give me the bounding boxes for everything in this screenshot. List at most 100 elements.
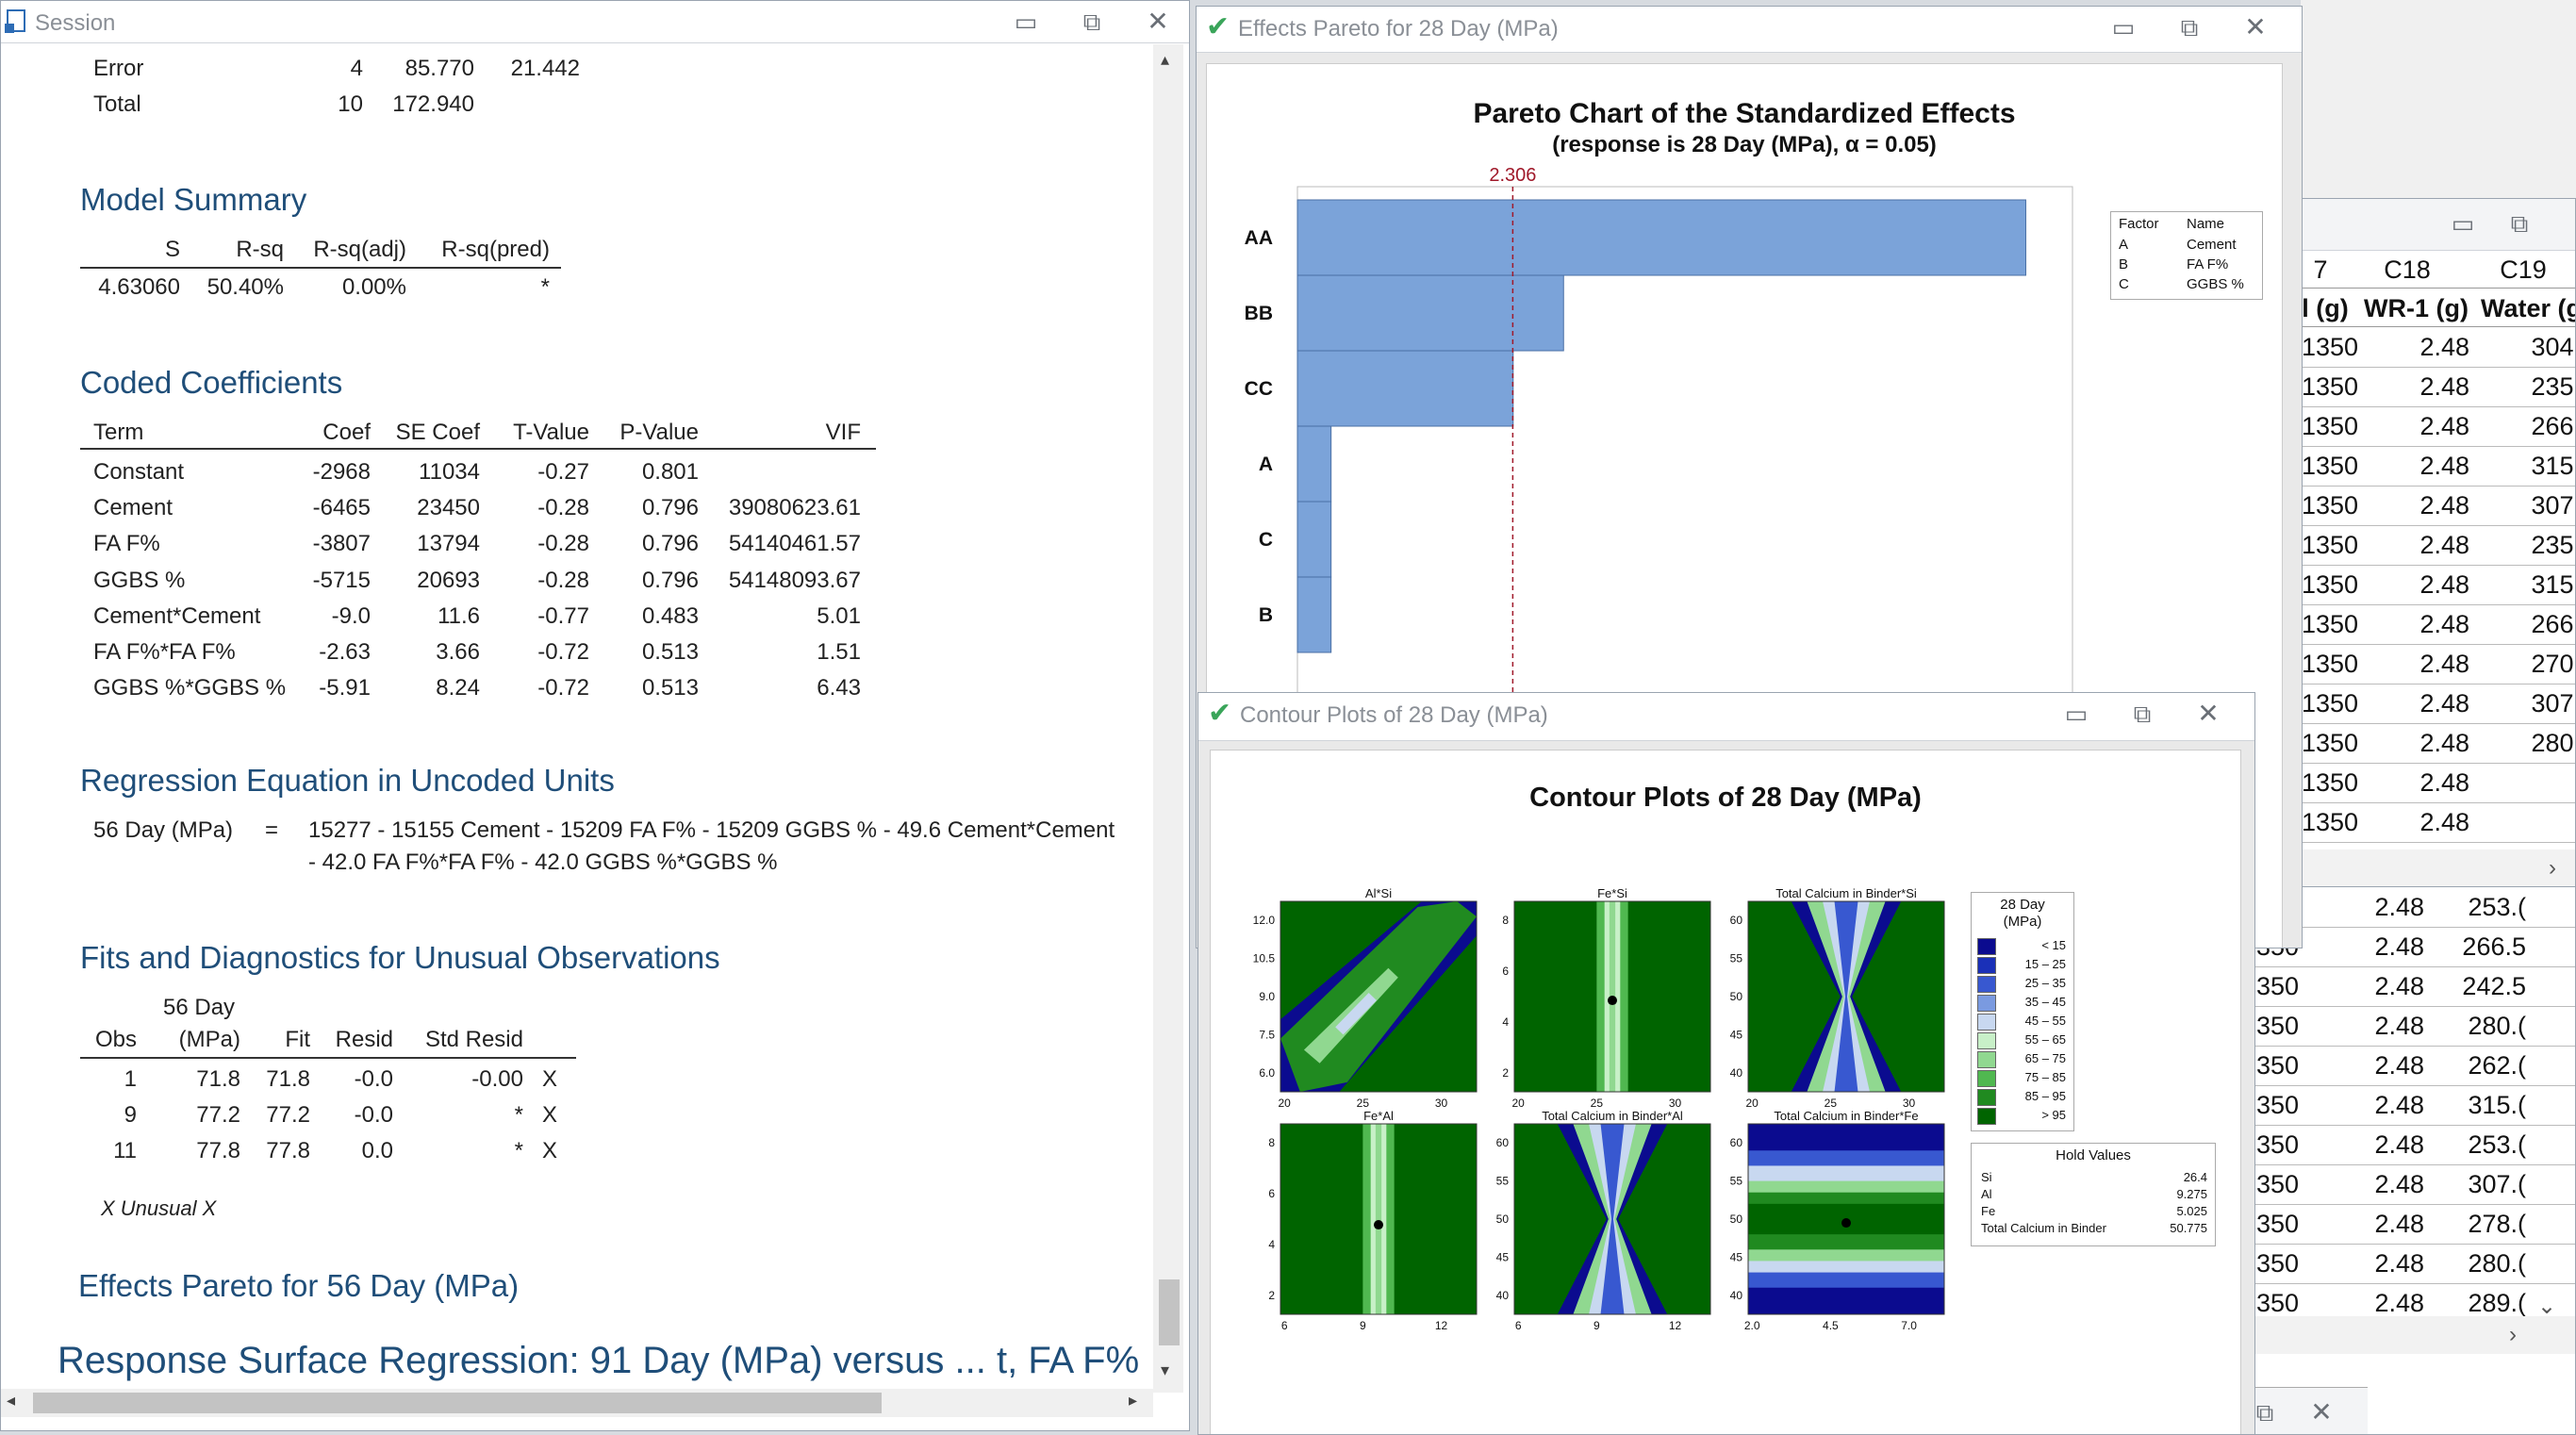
- worksheet-cell[interactable]: 307.: [2531, 689, 2576, 718]
- worksheet-cell[interactable]: 1350: [2302, 768, 2359, 797]
- restore-button[interactable]: ⧉: [2255, 1398, 2274, 1427]
- scroll-right-icon[interactable]: ▸: [1129, 1391, 1138, 1410]
- column-id[interactable]: C19: [2500, 256, 2547, 284]
- worksheet-cell[interactable]: 2.48: [2419, 372, 2469, 401]
- worksheet-cell[interactable]: 1350: [2302, 689, 2359, 718]
- horizontal-scrollbar[interactable]: ◂ ▸: [1, 1389, 1153, 1417]
- worksheet-cell[interactable]: 280.(: [2468, 1012, 2526, 1040]
- restore-button[interactable]: ⧉: [1082, 8, 1101, 36]
- horizontal-scrollbar[interactable]: ›: [2302, 849, 2575, 887]
- minimize-button[interactable]: ▭: [2451, 209, 2475, 238]
- scroll-thumb[interactable]: [1159, 1279, 1180, 1345]
- restore-button[interactable]: ⧉: [2180, 13, 2199, 41]
- worksheet-cell[interactable]: 2.48: [2374, 1051, 2424, 1080]
- pareto-56-link[interactable]: Effects Pareto for 56 Day (MPa): [78, 1268, 520, 1303]
- worksheet-cell[interactable]: 350: [2256, 1170, 2300, 1198]
- worksheet-cell[interactable]: 2.48: [2419, 491, 2469, 520]
- worksheet-cell[interactable]: 350: [2256, 1130, 2300, 1159]
- worksheet-cell[interactable]: 2.48: [2374, 893, 2424, 921]
- worksheet-cell[interactable]: 2.48: [2419, 452, 2469, 480]
- worksheet-cell[interactable]: 2.48: [2374, 1289, 2424, 1317]
- worksheet-cell[interactable]: 2.48: [2419, 531, 2469, 559]
- worksheet-cell[interactable]: 242.5: [2462, 972, 2526, 1000]
- worksheet-cell[interactable]: 1350: [2302, 570, 2359, 599]
- worksheet-cell[interactable]: 2.48: [2419, 729, 2469, 757]
- scroll-thumb[interactable]: [33, 1393, 882, 1413]
- close-button[interactable]: ✕: [2310, 1397, 2333, 1427]
- worksheet-cell[interactable]: 2.48: [2374, 1249, 2424, 1278]
- worksheet-cell[interactable]: 1350: [2302, 610, 2359, 638]
- vertical-scrollbar[interactable]: ▴ ▾: [1153, 44, 1183, 1393]
- worksheet-cell[interactable]: 1350: [2302, 333, 2359, 361]
- worksheet-cell[interactable]: 2.48: [2419, 412, 2469, 440]
- worksheet-cell[interactable]: 304.: [2531, 333, 2576, 361]
- worksheet-cell[interactable]: 350: [2256, 1051, 2300, 1080]
- worksheet-cell[interactable]: 1350: [2302, 650, 2359, 678]
- scroll-right-icon[interactable]: ›: [2549, 855, 2556, 881]
- worksheet-cell[interactable]: 2.48: [2374, 972, 2424, 1000]
- worksheet-cell[interactable]: 1350: [2302, 808, 2359, 836]
- worksheet-cell[interactable]: 2.48: [2374, 932, 2424, 961]
- column-name[interactable]: l (g): [2302, 294, 2349, 322]
- column-name[interactable]: WR-1 (g): [2364, 294, 2469, 322]
- worksheet-cell[interactable]: 280.: [2531, 729, 2576, 757]
- worksheet-cell[interactable]: 1350: [2302, 412, 2359, 440]
- worksheet-cell[interactable]: 2.48: [2419, 808, 2469, 836]
- worksheet-cell[interactable]: 2.48: [2419, 610, 2469, 638]
- worksheet-cell[interactable]: 266.5: [2462, 932, 2526, 961]
- worksheet-cell[interactable]: 2.48: [2419, 768, 2469, 797]
- worksheet-cell[interactable]: 2.48: [2374, 1012, 2424, 1040]
- worksheet-cell[interactable]: 350: [2256, 1012, 2300, 1040]
- scroll-down-icon[interactable]: ⌄: [2537, 1294, 2557, 1319]
- worksheet-cell[interactable]: 350: [2256, 1289, 2300, 1317]
- worksheet-cell[interactable]: 2.48: [2419, 333, 2469, 361]
- worksheet-cell[interactable]: 1350: [2302, 372, 2359, 401]
- worksheet-cell[interactable]: 266.: [2531, 412, 2576, 440]
- worksheet-cell[interactable]: 315.: [2531, 570, 2576, 599]
- worksheet-cell[interactable]: 350: [2256, 1249, 2300, 1278]
- scroll-left-icon[interactable]: ◂: [7, 1391, 16, 1410]
- worksheet-cell[interactable]: 2.48: [2374, 1091, 2424, 1119]
- worksheet-cell[interactable]: 307.: [2531, 491, 2576, 520]
- minimize-button[interactable]: ▭: [2064, 700, 2089, 728]
- worksheet-cell[interactable]: 235.: [2531, 531, 2576, 559]
- close-button[interactable]: ✕: [1147, 7, 1169, 36]
- scroll-up-icon[interactable]: ▴: [1161, 50, 1170, 69]
- worksheet-cell[interactable]: 1350: [2302, 491, 2359, 520]
- worksheet-cell[interactable]: 280.(: [2468, 1249, 2526, 1278]
- worksheet-cell[interactable]: 2.48: [2374, 1170, 2424, 1198]
- worksheet-cell[interactable]: 315.(: [2468, 1091, 2526, 1119]
- worksheet-cell[interactable]: 253.(: [2468, 1130, 2526, 1159]
- worksheet-cell[interactable]: 1350: [2302, 452, 2359, 480]
- scroll-right-icon[interactable]: ›: [2509, 1322, 2517, 1347]
- column-id[interactable]: 7: [2313, 256, 2328, 284]
- worksheet-cell[interactable]: 2.48: [2374, 1130, 2424, 1159]
- horizontal-scrollbar-2[interactable]: ›: [2245, 1316, 2575, 1354]
- worksheet-cell[interactable]: 350: [2256, 1210, 2300, 1238]
- minimize-button[interactable]: ▭: [2111, 13, 2136, 41]
- restore-button[interactable]: ⧉: [2133, 700, 2152, 728]
- worksheet-cell[interactable]: 1350: [2302, 729, 2359, 757]
- worksheet-cell[interactable]: 307.(: [2468, 1170, 2526, 1198]
- worksheet-cell[interactable]: 1350: [2302, 531, 2359, 559]
- column-id[interactable]: C18: [2384, 256, 2431, 284]
- worksheet-cell[interactable]: 253.(: [2468, 893, 2526, 921]
- worksheet-cell[interactable]: 266.: [2531, 610, 2576, 638]
- scroll-down-icon[interactable]: ▾: [1161, 1361, 1170, 1379]
- worksheet-cell[interactable]: 2.48: [2419, 570, 2469, 599]
- close-button[interactable]: ✕: [2197, 699, 2220, 728]
- minimize-button[interactable]: ▭: [1014, 8, 1038, 36]
- worksheet-cell[interactable]: 235.: [2531, 372, 2576, 401]
- worksheet-cell[interactable]: 2.48: [2419, 689, 2469, 718]
- worksheet-cell[interactable]: 315.: [2531, 452, 2576, 480]
- worksheet-cell[interactable]: 2.48: [2419, 650, 2469, 678]
- worksheet-cell[interactable]: 262.(: [2468, 1051, 2526, 1080]
- worksheet-cell[interactable]: 350: [2256, 972, 2300, 1000]
- worksheet-cell[interactable]: 350: [2256, 1091, 2300, 1119]
- worksheet-cell[interactable]: 270.: [2531, 650, 2576, 678]
- close-button[interactable]: ✕: [2244, 12, 2267, 41]
- column-name[interactable]: Water (g: [2481, 294, 2576, 322]
- restore-button[interactable]: ⧉: [2510, 209, 2529, 238]
- worksheet-cell[interactable]: 278.(: [2468, 1210, 2526, 1238]
- worksheet-cell[interactable]: 289.(: [2468, 1289, 2526, 1317]
